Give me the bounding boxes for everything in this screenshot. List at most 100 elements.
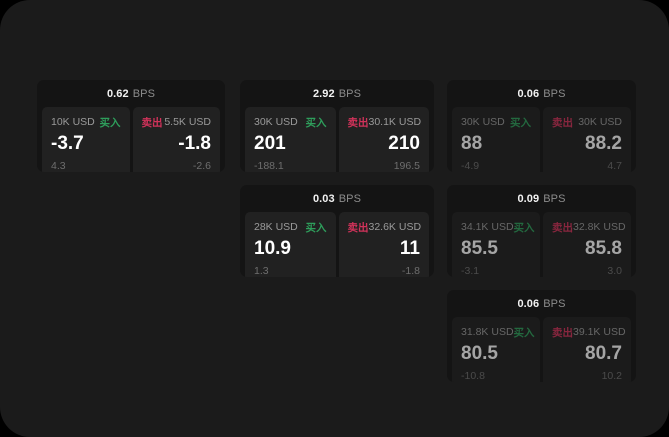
buy-size-label: 31.8K USD [461, 326, 514, 338]
sell-action-label: 卖出 [347, 116, 369, 129]
card-header: 0.62 BPS [37, 80, 225, 107]
bps-value: 0.62 [106, 87, 129, 100]
sell-delta: 3.0 [607, 265, 622, 277]
bps-value: 0.06 [517, 297, 540, 310]
buy-panel[interactable]: 30K USD 买入 201 -188.1 [245, 107, 336, 172]
sell-panel[interactable]: 卖出 30.1K USD 210 196.5 [338, 107, 429, 172]
buy-panel-header: 30K USD 买入 [254, 115, 327, 129]
sell-delta: 4.7 [607, 160, 622, 172]
quote-card[interactable]: 0.06 BPS 31.8K USD 买入 80.5 -10.8 卖出 39.1… [447, 290, 636, 382]
card-header: 0.06 BPS [447, 80, 636, 107]
buy-size-label: 30K USD [254, 116, 298, 128]
buy-action-label: 买入 [305, 116, 327, 129]
sell-panel-header: 卖出 30.1K USD [347, 115, 422, 129]
sell-size-label: 5.5K USD [164, 116, 211, 128]
sell-action-label: 卖出 [552, 326, 573, 339]
sell-delta: -1.8 [401, 265, 420, 277]
buy-panel[interactable]: 30K USD 买入 88 -4.9 [452, 107, 540, 172]
bps-unit-label: BPS [338, 192, 362, 205]
sell-panel[interactable]: 卖出 30K USD 88.2 4.7 [543, 107, 631, 172]
buy-panel-header: 28K USD 买入 [254, 220, 327, 234]
sell-price: 11 [399, 238, 420, 259]
sell-panel[interactable]: 卖出 32.6K USD 11 -1.8 [338, 212, 429, 277]
buy-size-label: 10K USD [51, 116, 95, 128]
buy-delta: 4.3 [51, 160, 66, 172]
sell-price: 80.7 [585, 343, 622, 364]
sell-action-label: 卖出 [552, 116, 573, 129]
card-header: 0.09 BPS [447, 185, 636, 212]
bps-value: 0.06 [517, 87, 540, 100]
sell-price: -1.8 [178, 133, 211, 154]
buy-panel[interactable]: 34.1K USD 买入 85.5 -3.1 [452, 212, 540, 277]
buy-delta: -188.1 [254, 160, 284, 172]
sell-panel-header: 卖出 5.5K USD [142, 115, 212, 129]
buy-size-label: 28K USD [254, 221, 298, 233]
buy-delta: 1.3 [254, 265, 269, 277]
buy-panel[interactable]: 31.8K USD 买入 80.5 -10.8 [452, 317, 540, 382]
sell-action-label: 卖出 [141, 116, 163, 129]
sell-action-label: 卖出 [552, 221, 573, 234]
bps-unit-label: BPS [543, 192, 566, 205]
card-body: 30K USD 买入 201 -188.1 卖出 30.1K USD 210 1… [240, 107, 434, 172]
sell-panel[interactable]: 卖出 5.5K USD -1.8 -2.6 [132, 107, 220, 172]
buy-price: 10.9 [254, 238, 291, 259]
sell-size-label: 39.1K USD [573, 326, 626, 338]
bps-value: 0.09 [517, 192, 540, 205]
buy-panel-header: 10K USD 买入 [51, 115, 121, 129]
buy-panel[interactable]: 10K USD 买入 -3.7 4.3 [42, 107, 130, 172]
buy-panel-header: 34.1K USD 买入 [461, 220, 535, 234]
card-body: 10K USD 买入 -3.7 4.3 卖出 5.5K USD -1.8 -2.… [37, 107, 225, 172]
sell-panel[interactable]: 卖出 32.8K USD 85.8 3.0 [543, 212, 631, 277]
bps-unit-label: BPS [543, 297, 566, 310]
buy-action-label: 买入 [513, 326, 535, 339]
bps-unit-label: BPS [543, 87, 566, 100]
card-header: 2.92 BPS [240, 80, 434, 107]
buy-price: -3.7 [51, 133, 84, 154]
sell-panel[interactable]: 卖出 39.1K USD 80.7 10.2 [543, 317, 631, 382]
quote-card[interactable]: 0.09 BPS 34.1K USD 买入 85.5 -3.1 卖出 32.8K… [447, 185, 636, 277]
bps-unit-label: BPS [338, 87, 362, 100]
sell-size-label: 32.6K USD [368, 221, 422, 233]
buy-action-label: 买入 [305, 221, 327, 234]
buy-price: 201 [254, 133, 286, 154]
sell-panel-header: 卖出 39.1K USD [552, 325, 626, 339]
buy-action-label: 买入 [510, 116, 531, 129]
quote-card[interactable]: 0.03 BPS 28K USD 买入 10.9 1.3 卖出 32.6K US… [240, 185, 434, 277]
bps-value: 2.92 [312, 87, 335, 100]
sell-delta: -2.6 [192, 160, 211, 172]
buy-panel-header: 31.8K USD 买入 [461, 325, 535, 339]
quote-card[interactable]: 2.92 BPS 30K USD 买入 201 -188.1 卖出 30.1K … [240, 80, 434, 172]
buy-delta: -4.9 [461, 160, 480, 172]
sell-size-label: 30K USD [578, 116, 622, 128]
quote-card[interactable]: 0.62 BPS 10K USD 买入 -3.7 4.3 卖出 5.5K USD… [37, 80, 225, 172]
sell-panel-header: 卖出 32.6K USD [348, 220, 422, 234]
buy-price: 80.5 [461, 343, 498, 364]
card-header: 0.06 BPS [447, 290, 636, 317]
sell-delta: 196.5 [393, 160, 420, 172]
sell-delta: 10.2 [601, 370, 622, 382]
buy-panel-header: 30K USD 买入 [461, 115, 531, 129]
card-body: 30K USD 买入 88 -4.9 卖出 30K USD 88.2 4.7 [447, 107, 636, 172]
card-body: 28K USD 买入 10.9 1.3 卖出 32.6K USD 11 -1.8 [240, 212, 434, 277]
sell-size-label: 32.8K USD [573, 221, 626, 233]
buy-delta: -3.1 [461, 265, 480, 277]
sell-price: 85.8 [585, 238, 622, 259]
buy-price: 88 [461, 133, 483, 154]
card-header: 0.03 BPS [240, 185, 434, 212]
sell-panel-header: 卖出 32.8K USD [552, 220, 626, 234]
buy-panel[interactable]: 28K USD 买入 10.9 1.3 [245, 212, 336, 277]
buy-action-label: 买入 [513, 221, 535, 234]
card-body: 34.1K USD 买入 85.5 -3.1 卖出 32.8K USD 85.8… [447, 212, 636, 277]
bps-value: 0.03 [312, 192, 335, 205]
sell-price: 210 [388, 133, 420, 154]
quote-card[interactable]: 0.06 BPS 30K USD 买入 88 -4.9 卖出 30K USD 8… [447, 80, 636, 172]
buy-size-label: 34.1K USD [461, 221, 514, 233]
sell-panel-header: 卖出 30K USD [552, 115, 622, 129]
buy-size-label: 30K USD [461, 116, 505, 128]
sell-price: 88.2 [585, 133, 622, 154]
buy-price: 85.5 [461, 238, 498, 259]
card-body: 31.8K USD 买入 80.5 -10.8 卖出 39.1K USD 80.… [447, 317, 636, 382]
bps-unit-label: BPS [132, 87, 156, 100]
buy-action-label: 买入 [99, 116, 121, 129]
